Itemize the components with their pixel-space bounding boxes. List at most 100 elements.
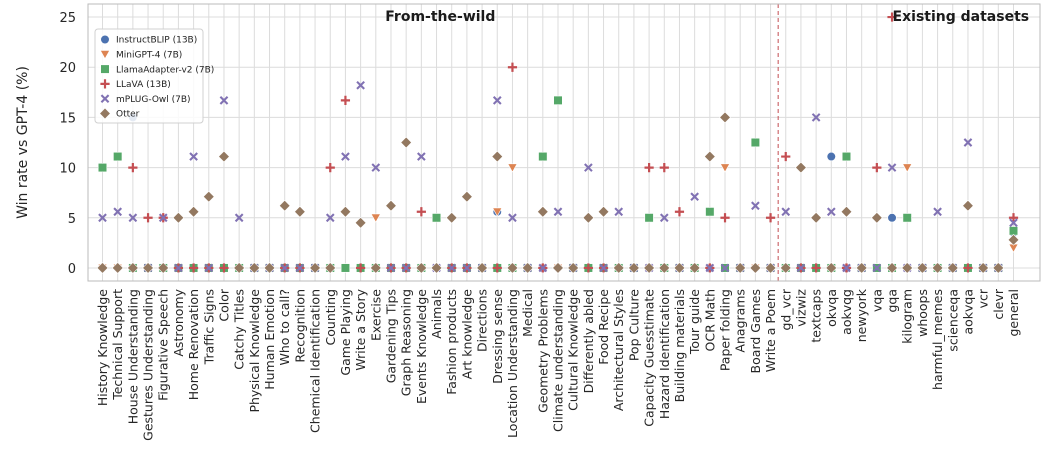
data-point (219, 96, 229, 105)
x-tick-label: Differently abled (581, 289, 596, 393)
x-tick-label: Medical (520, 289, 535, 337)
x-tick-label: Recognition (292, 289, 307, 363)
data-point (1008, 226, 1019, 236)
data-point (825, 262, 838, 274)
legend-label: InstructBLIP (13B) (116, 36, 197, 46)
data-point (674, 207, 685, 217)
data-point (658, 262, 671, 274)
data-point (750, 137, 760, 148)
data-point (933, 207, 942, 217)
data-point (309, 262, 321, 274)
x-tick-label: Animals (429, 289, 444, 339)
data-point (597, 205, 610, 218)
data-point (445, 211, 458, 224)
data-point (931, 262, 944, 274)
x-tick-label: Technical Support (110, 289, 125, 401)
data-point (690, 192, 699, 202)
data-point (720, 263, 730, 273)
x-tick-label: Gestures Understanding (141, 289, 156, 441)
data-point (280, 263, 290, 273)
x-tick-label: Astronomy (171, 288, 186, 356)
x-tick-label: House Understanding (125, 289, 140, 424)
data-point (96, 262, 109, 274)
data-point (508, 213, 517, 223)
data-point (521, 262, 534, 274)
data-point (128, 162, 138, 173)
x-tick-label: Climate understanding (551, 289, 566, 432)
x-tick-label: History Knowledge (95, 289, 110, 406)
legend-item: InstructBLIP (13B) (100, 34, 197, 46)
data-point (781, 151, 791, 162)
x-tick-label: aokvqa (960, 289, 975, 335)
data-point (612, 262, 625, 274)
x-tick-label: Human Emotion (262, 289, 277, 390)
data-point (143, 213, 153, 223)
legend-marker (100, 64, 110, 74)
section-title-existing: Existing datasets (893, 9, 1030, 25)
data-point (1007, 234, 1020, 246)
data-point (963, 263, 973, 273)
x-tick-label: vizwiz (793, 289, 808, 327)
x-tick-label: clevr (991, 288, 1006, 319)
data-point (553, 95, 563, 105)
x-tick-label: Building materials (672, 289, 687, 402)
data-point (295, 263, 305, 273)
data-point (644, 213, 654, 223)
legend-item: Otter (99, 107, 140, 120)
data-point (506, 262, 519, 274)
data-point (354, 216, 367, 229)
x-tick-label: Geometry Problems (535, 289, 550, 413)
x-tick-label: Traffic Signs (201, 289, 216, 365)
data-point (962, 199, 974, 212)
legend-item: MiniGPT-4 (7B) (99, 50, 182, 61)
data-point (567, 262, 580, 274)
data-point (263, 262, 276, 274)
data-point (431, 213, 442, 223)
x-tick-label: whoops (915, 289, 930, 337)
x-tick-label: textcaps (809, 289, 824, 343)
data-point (659, 162, 669, 173)
x-tick-label: Pop Culture (626, 289, 641, 361)
data-point (204, 263, 214, 273)
x-tick-label: Paper folding (718, 289, 733, 371)
data-point (946, 262, 959, 274)
y-tick-label: 0 (68, 262, 76, 277)
x-tick-label: general (1006, 289, 1021, 337)
legend-item: mPLUG-Owl (7B) (100, 94, 191, 105)
data-point (916, 262, 929, 274)
legend-marker (100, 79, 110, 89)
data-point (705, 207, 715, 217)
data-point (127, 262, 139, 274)
data-point (614, 207, 624, 217)
data-point (189, 152, 198, 161)
data-point (811, 113, 821, 122)
data-points (96, 12, 1020, 274)
legend-label: Otter (116, 110, 140, 120)
data-point (538, 151, 548, 162)
y-tick-label: 10 (59, 162, 76, 177)
data-point (416, 207, 426, 217)
data-point (583, 263, 593, 273)
data-point (871, 211, 883, 224)
y-tick-label: 20 (59, 61, 76, 76)
data-point (158, 213, 168, 223)
data-point (1008, 213, 1019, 223)
data-point (369, 262, 382, 274)
data-point (98, 213, 107, 223)
data-point (234, 213, 244, 223)
x-tick-label: Board Games (748, 289, 763, 373)
y-axis: 0 5 10 15 20 25 (59, 11, 76, 277)
data-point (840, 205, 853, 218)
data-point (765, 213, 776, 223)
data-point (430, 262, 443, 274)
data-point (172, 211, 185, 224)
section-title-wild: From-the-wild (385, 9, 495, 25)
x-tick-label: Location Understanding (505, 289, 520, 438)
data-point (492, 96, 502, 105)
x-tick-label: Chemical Identification (308, 289, 323, 433)
x-tick-label: Fashion products (444, 289, 459, 395)
x-tick-label: Tour guide (687, 289, 702, 355)
legend-marker (100, 34, 110, 45)
x-tick-label: Dressing sense (490, 289, 505, 384)
